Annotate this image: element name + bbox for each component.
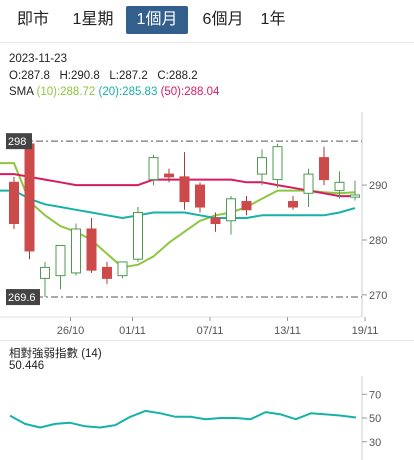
candle-body <box>350 194 360 198</box>
rsi-y-tick-label: 30 <box>369 437 381 449</box>
range-low-box <box>6 289 40 306</box>
x-tick-label: 01/11 <box>119 325 146 337</box>
quote-date: 2023-11-23 <box>9 53 67 65</box>
rsi-value: 50.446 <box>9 360 45 372</box>
x-tick-label: 13/11 <box>274 325 301 337</box>
sma-series-line <box>0 162 356 269</box>
rsi-chart: 30 50 70 <box>9 376 381 460</box>
candle-body <box>71 228 81 274</box>
period-tabs: 即市 1星期 1個月 6個月 1年 <box>0 6 414 36</box>
rsi-y-tick-label: 70 <box>369 389 381 401</box>
sma10-value: (10):288.72 <box>36 86 96 98</box>
sma50-value: (50):288.04 <box>160 86 220 98</box>
candle-body <box>210 217 221 225</box>
candle-body <box>164 173 174 178</box>
sma-readout: SMA (10):288.72 (20):285.83 (50):288.04 <box>9 86 219 98</box>
candle-body <box>303 173 314 194</box>
price-chart: 270 280 290 26/10 01/11 07/11 13/11 19/11 298 269… <box>0 112 387 337</box>
tab-6-months[interactable]: 6個月 <box>202 11 244 28</box>
candle-body <box>133 212 143 260</box>
candle-body <box>272 146 283 181</box>
rsi-title: 相對強弱指數 (14) <box>9 348 102 360</box>
tab-realtime[interactable]: 即市 <box>16 11 49 28</box>
y-tick-label: 290 <box>369 180 387 192</box>
tab-1-year[interactable]: 1年 <box>260 11 286 28</box>
candle-body <box>117 261 128 277</box>
candle-body <box>334 181 345 192</box>
x-tick-label: 07/11 <box>197 325 224 337</box>
tab-1-month[interactable]: 1個月 <box>126 6 188 34</box>
chart-divider <box>0 340 414 341</box>
candle-body <box>55 244 66 277</box>
sma-series-line <box>0 189 356 219</box>
x-tick-label: 26/10 <box>57 325 85 337</box>
rsi-series-line <box>9 409 357 429</box>
y-tick-label: 280 <box>369 235 387 247</box>
candle-body <box>9 181 19 224</box>
candle-body <box>40 266 50 279</box>
candle-body <box>24 143 35 252</box>
candle-body <box>148 157 159 181</box>
ohlc-readout: O:287.8 H:290.8 L:287.2 C:288.2 <box>9 70 198 82</box>
candle-body <box>179 176 190 203</box>
y-tick-label: 270 <box>369 290 387 302</box>
x-tick-label: 19/11 <box>352 325 379 337</box>
candle-body <box>86 228 97 271</box>
candle-body <box>257 157 267 175</box>
range-high-box <box>6 133 32 150</box>
candle-body <box>319 157 329 181</box>
candle-body <box>102 266 112 279</box>
tabs-divider <box>0 42 414 43</box>
range-high-label: 298 <box>8 136 26 148</box>
candle-body <box>241 201 252 211</box>
candle-body <box>195 184 205 208</box>
candle-body <box>226 198 236 222</box>
sma-label: SMA <box>9 86 34 98</box>
sma-series-line <box>0 173 355 198</box>
range-low-label: 269.6 <box>8 292 36 304</box>
candle-body <box>288 201 298 208</box>
tab-1-week[interactable]: 1星期 <box>72 11 114 28</box>
sma20-value: (20):285.83 <box>98 86 158 98</box>
rsi-y-tick-label: 50 <box>369 413 381 425</box>
